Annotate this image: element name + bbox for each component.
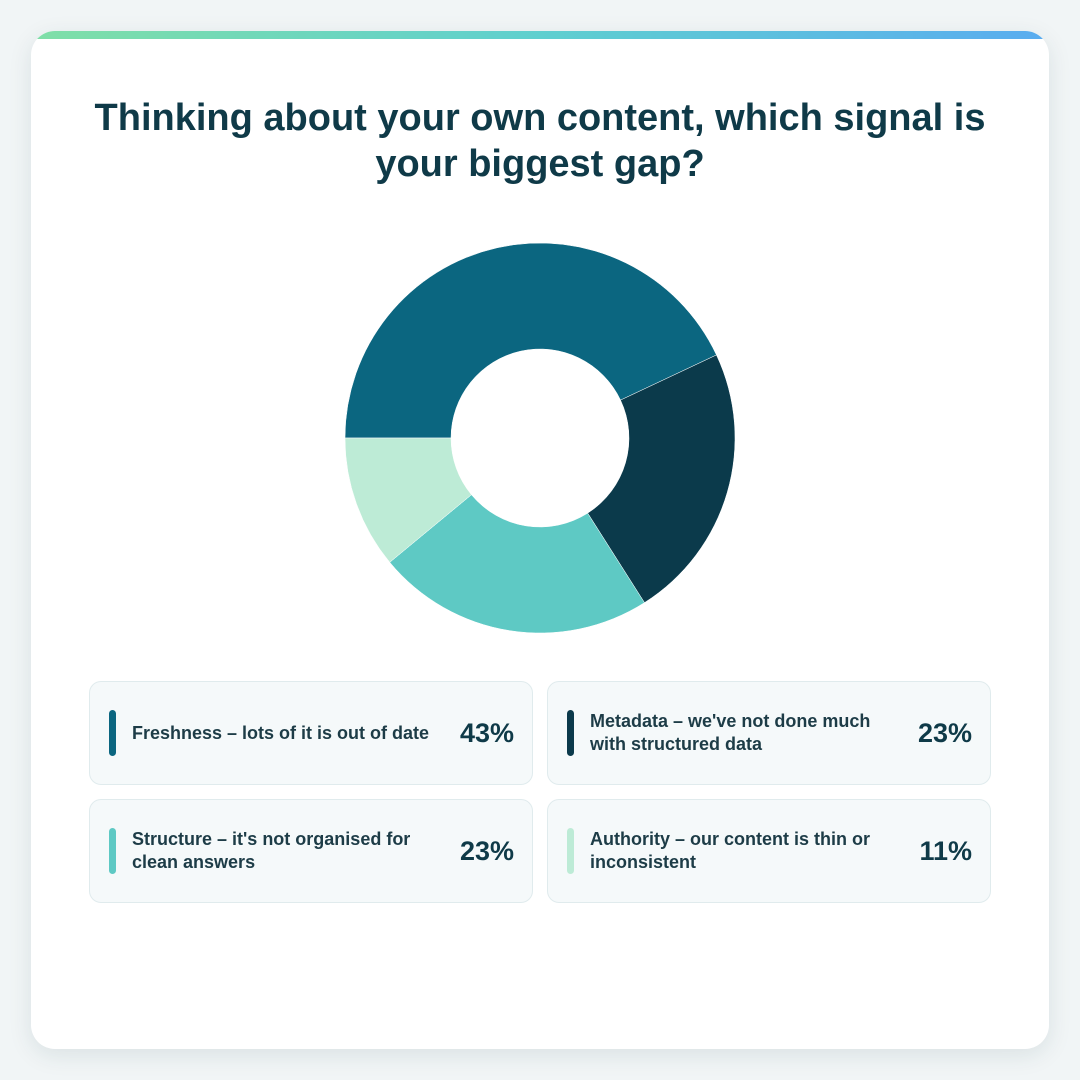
legend-swatch-freshness (109, 710, 116, 756)
legend-item-metadata: Metadata – we've not done much with stru… (547, 681, 991, 785)
legend-value-structure: 23% (459, 835, 514, 866)
donut-slice-structure (389, 494, 645, 634)
legend-item-freshness: Freshness – lots of it is out of date 43… (89, 681, 533, 785)
donut-chart (344, 242, 736, 634)
legend-swatch-metadata (567, 710, 574, 756)
legend-value-freshness: 43% (459, 717, 514, 748)
legend-label-authority: Authority – our content is thin or incon… (590, 829, 870, 872)
donut-slice-freshness (344, 242, 717, 439)
donut-slice-authority (344, 437, 472, 563)
legend-item-structure: Structure – it's not organised for clean… (89, 799, 533, 903)
legend-label-metadata: Metadata – we've not done much with stru… (590, 711, 871, 754)
poll-card: Thinking about your own content, which s… (31, 31, 1049, 1049)
legend-value-authority: 11% (919, 835, 972, 866)
legend-swatch-structure (109, 828, 116, 874)
donut-slice-metadata (587, 354, 736, 603)
chart-title: Thinking about your own content, which s… (94, 97, 986, 185)
legend-item-authority: Authority – our content is thin or incon… (547, 799, 991, 903)
legend-label-freshness: Freshness – lots of it is out of date (132, 722, 430, 743)
legend-swatch-authority (567, 828, 574, 874)
legend-value-metadata: 23% (917, 717, 972, 748)
legend: Freshness – lots of it is out of date 43… (89, 681, 991, 903)
legend-label-structure: Structure – it's not organised for clean… (132, 829, 411, 872)
accent-bar (31, 31, 1049, 39)
